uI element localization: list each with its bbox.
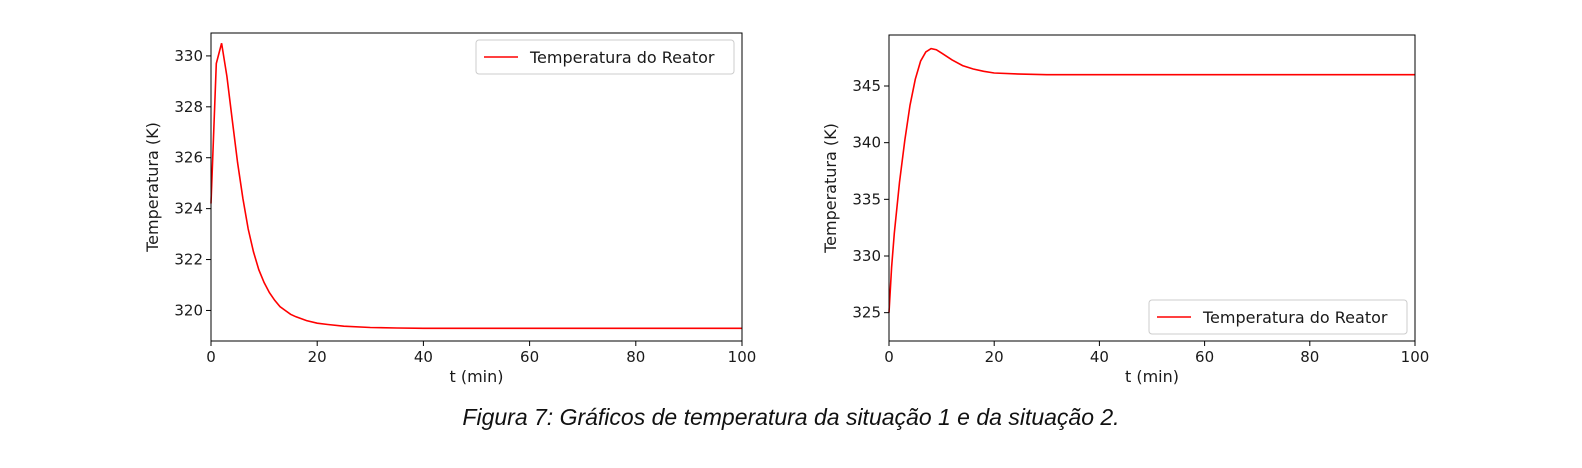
chart-2-legend-box <box>1148 299 1408 335</box>
y-tick-label: 320 <box>174 301 203 319</box>
x-tick-label: 40 <box>414 348 433 366</box>
y-tick-label: 325 <box>852 304 881 322</box>
chart-2: 0 20 40 60 80 100 325 330 335 340 345 t (min) Temp… <box>821 34 1429 386</box>
chart-1-legend: Temperatura do Reator <box>475 39 735 75</box>
figure-caption: Figura 7: Gráficos de temperatura da sit… <box>462 404 1120 430</box>
chart-2-series-layer <box>888 47 1415 313</box>
y-tick-label: 335 <box>852 190 881 208</box>
chart-1-ticks: 0 20 40 60 80 100 320 322 324 326 328 330 <box>174 47 756 366</box>
y-tick-label: 345 <box>852 77 881 95</box>
chart-1: 0 20 40 60 80 100 320 322 324 326 328 330 t (min) T… <box>143 32 756 386</box>
chart-2-legend-label: Temperatura do Reator <box>1202 308 1388 327</box>
y-tick-label: 340 <box>852 134 881 152</box>
chart-2-legend: Temperatura do Reator <box>1148 299 1408 335</box>
x-tick-label: 60 <box>520 348 539 366</box>
chart-2-x-axis-label: t (min) <box>1125 367 1179 386</box>
chart-1-series-layer <box>210 42 742 330</box>
x-tick-label: 40 <box>1090 348 1109 366</box>
chart-2-axes-frame <box>888 34 1416 342</box>
x-tick-label: 100 <box>1401 348 1430 366</box>
y-tick-label: 330 <box>174 47 203 65</box>
chart-1-legend-box <box>475 39 735 75</box>
chart-1-x-axis-label: t (min) <box>449 367 503 386</box>
x-tick-label: 0 <box>206 348 216 366</box>
x-tick-label: 0 <box>884 348 894 366</box>
chart-2-series-line-1 <box>888 47 1415 313</box>
y-tick-label: 324 <box>174 200 203 218</box>
chart-1-y-axis-label: Temperatura (K) <box>143 122 162 253</box>
chart-1-axes-frame <box>210 32 743 342</box>
chart-2-ticks: 0 20 40 60 80 100 325 330 335 340 345 <box>852 77 1429 366</box>
chart-2-y-axis-label: Temperatura (K) <box>821 123 840 254</box>
y-tick-label: 328 <box>174 98 203 116</box>
chart-1-legend-label: Temperatura do Reator <box>529 48 715 67</box>
x-tick-label: 20 <box>308 348 327 366</box>
x-tick-label: 60 <box>1195 348 1214 366</box>
x-tick-label: 80 <box>626 348 645 366</box>
y-tick-label: 326 <box>174 149 203 167</box>
figure-svg: 0 20 40 60 80 100 320 322 324 326 328 330 t (min) T… <box>143 32 1429 386</box>
x-tick-label: 100 <box>728 348 757 366</box>
y-tick-label: 330 <box>852 247 881 265</box>
x-tick-label: 80 <box>1300 348 1319 366</box>
y-tick-label: 322 <box>174 251 203 269</box>
chart-1-series-line-1 <box>210 42 742 330</box>
x-tick-label: 20 <box>985 348 1004 366</box>
